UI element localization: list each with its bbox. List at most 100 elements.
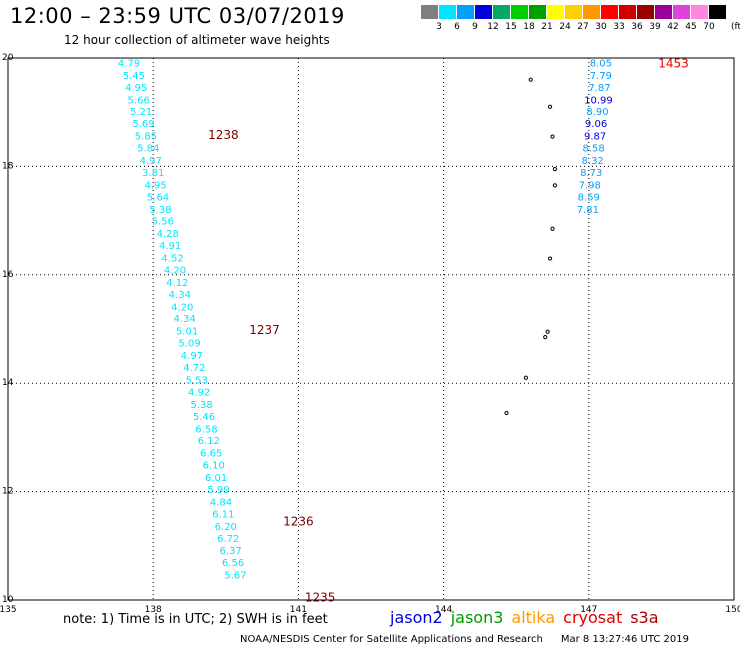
- wave-height-label: 6.11: [212, 509, 234, 520]
- wave-height-label: 5.84: [137, 144, 159, 155]
- island-marker: [545, 329, 550, 334]
- legend-label: 45: [685, 22, 697, 32]
- lat-tick-label: 12: [2, 487, 13, 497]
- legend-swatch: [511, 5, 528, 19]
- footnote: note: 1) Time is in UTC; 2) SWH is in fe…: [63, 612, 328, 627]
- island-marker: [543, 335, 548, 340]
- pass-time-label: 1453: [658, 56, 689, 70]
- wave-height-label: 4.12: [166, 278, 188, 289]
- island-marker: [552, 167, 558, 172]
- wave-height-label: 6.56: [222, 558, 244, 569]
- wave-height-label: 8.05: [590, 58, 612, 69]
- lon-tick-label: 135: [0, 605, 17, 615]
- legend-label: 33: [613, 22, 625, 32]
- island-marker: [550, 134, 555, 139]
- pass-time-label: 1236: [283, 514, 314, 528]
- wave-height-label: 3.81: [142, 168, 164, 179]
- legend-label: 21: [541, 22, 553, 32]
- legend-label: 12: [487, 22, 499, 32]
- wave-height-label: 6.65: [200, 449, 222, 460]
- satellite-legend: jason2 jason3 altika cryosat s3a: [390, 608, 667, 627]
- credit-text: NOAA/NESDIS Center for Satellite Applica…: [240, 634, 543, 645]
- lat-tick-label: 14: [2, 378, 14, 388]
- legend-label: 39: [649, 22, 661, 32]
- legend-swatch: [637, 5, 654, 19]
- legend-swatch: [655, 5, 672, 19]
- lat-tick-label: 20: [2, 53, 14, 63]
- island-marker: [550, 226, 555, 231]
- wave-height-label: 4.72: [183, 363, 205, 374]
- wave-height-label: 4.95: [125, 83, 147, 94]
- legend-label: 24: [559, 22, 571, 32]
- wave-height-label: 5.69: [132, 119, 154, 130]
- island-marker: [547, 104, 553, 109]
- legend-label: 36: [631, 22, 643, 32]
- wave-height-label: 7.81: [577, 205, 599, 216]
- wave-height-label: 5.45: [123, 71, 145, 82]
- wave-height-label: 9.06: [585, 119, 607, 130]
- lat-tick-label: 10: [2, 595, 14, 605]
- wave-height-label: 4.28: [157, 229, 179, 240]
- wave-height-label: 8.73: [580, 168, 602, 179]
- lon-tick-label: 147: [580, 605, 597, 615]
- wave-height-label: 5.64: [147, 192, 169, 203]
- lon-tick-label: 150: [725, 605, 740, 615]
- wave-height-label: 6.12: [198, 436, 220, 447]
- legend-swatch: [439, 5, 456, 19]
- legend-swatch: [601, 5, 618, 19]
- wave-height-label: 9.87: [584, 132, 606, 143]
- island-marker: [523, 375, 528, 380]
- satellite-name: s3a: [630, 608, 659, 627]
- wave-height-label: 10.99: [584, 95, 613, 106]
- legend-swatch: [565, 5, 582, 19]
- legend-label: 27: [577, 22, 589, 32]
- lat-tick-label: 18: [2, 161, 14, 171]
- wave-height-label: 4.34: [169, 290, 191, 301]
- pass-time-label: 1238: [208, 128, 239, 142]
- island-marker: [528, 77, 533, 82]
- wave-height-label: 4.92: [188, 387, 210, 398]
- wave-height-label: 5.85: [135, 132, 157, 143]
- legend-swatch: [583, 5, 600, 19]
- wave-height-label: 4.79: [118, 58, 140, 69]
- wave-height-label: 4.97: [181, 351, 203, 362]
- wave-height-label: 7.98: [579, 180, 601, 191]
- legend-swatch: [547, 5, 564, 19]
- legend-swatch: [619, 5, 636, 19]
- wave-height-label: 5.46: [193, 412, 215, 423]
- legend-swatch: [691, 5, 708, 19]
- wave-height-label: 8.32: [582, 156, 604, 167]
- wave-height-label: 4.20: [164, 265, 186, 276]
- legend-label: 3: [436, 22, 442, 32]
- credit-line: NOAA/NESDIS Center for Satellite Applica…: [240, 634, 689, 645]
- wave-height-label: 4.91: [159, 241, 181, 252]
- lon-tick-label: 138: [145, 605, 162, 615]
- wave-height-label: 5.38: [190, 400, 212, 411]
- island-marker: [552, 183, 558, 188]
- legend-swatch: [493, 5, 510, 19]
- wave-height-label: 6.01: [205, 473, 227, 484]
- lat-tick-label: 16: [2, 270, 14, 280]
- legend-label: 18: [523, 22, 535, 32]
- wave-height-label: 6.20: [215, 522, 237, 533]
- wave-height-label: 6.10: [203, 461, 225, 472]
- lon-tick-label: 144: [435, 605, 452, 615]
- map-frame: [7, 57, 735, 601]
- legend-label: 42: [667, 22, 679, 32]
- wave-height-label: 5.09: [178, 339, 200, 350]
- wave-height-label: 6.37: [220, 546, 242, 557]
- wave-height-label: 4.97: [140, 156, 162, 167]
- island-marker: [504, 410, 509, 416]
- chart-title: 12:00 – 23:59 UTC 03/07/2019: [10, 4, 345, 28]
- legend-swatch: [457, 5, 474, 19]
- legend-label: 9: [472, 22, 478, 32]
- wave-height-label: 4.84: [210, 497, 232, 508]
- legend-label: 30: [595, 22, 607, 32]
- wave-height-label: 8.58: [583, 144, 605, 155]
- chart-subtitle: 12 hour collection of altimeter wave hei…: [64, 33, 330, 47]
- wave-height-label: 6.72: [217, 534, 239, 545]
- wave-height-label: 5.01: [176, 327, 198, 338]
- wave-height-label: 5.53: [186, 375, 208, 386]
